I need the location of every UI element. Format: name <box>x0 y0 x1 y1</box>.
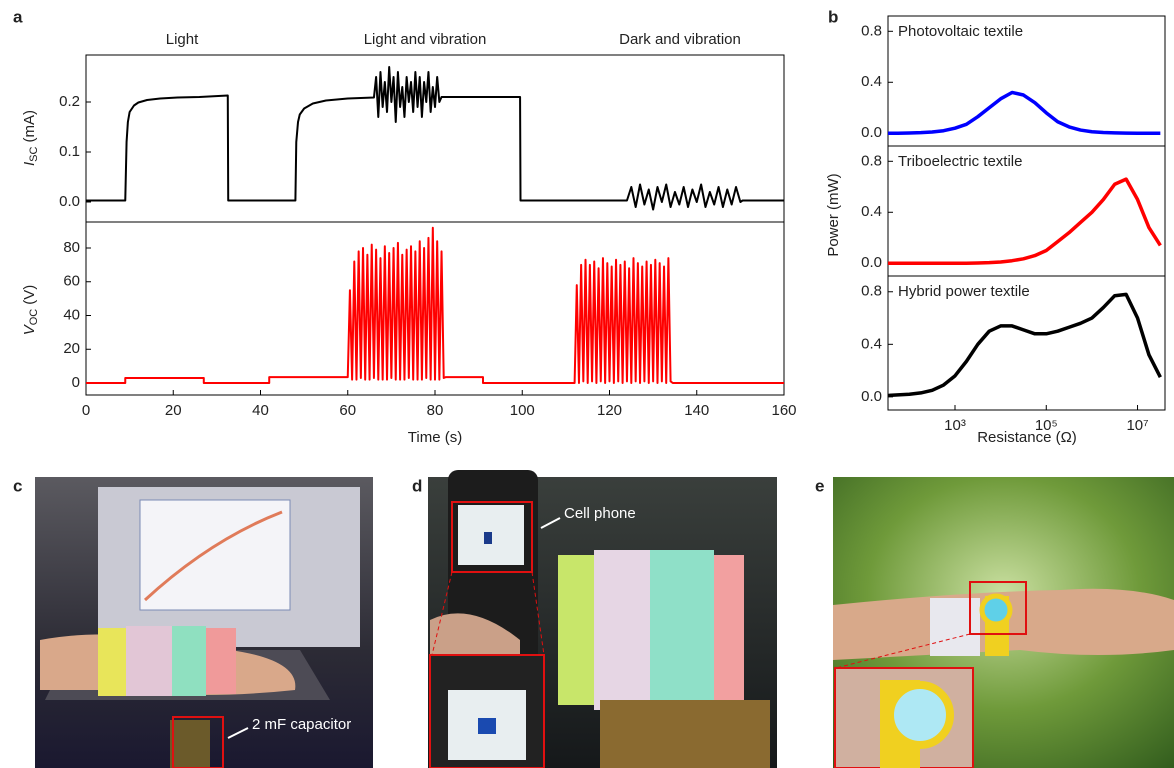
x-tick-label: 120 <box>597 402 622 419</box>
y-tick-label: 0.1 <box>59 143 80 160</box>
x-tick-label: 160 <box>771 402 796 419</box>
y-axis-label: Power (mW) <box>825 173 842 256</box>
y-tick-label: 0.4 <box>861 73 882 90</box>
photo-e <box>833 477 1174 768</box>
panel-label: a <box>13 7 23 26</box>
photo-annotation: 2 mF capacitor <box>252 716 351 733</box>
plot-title: Photovoltaic textile <box>898 23 1023 40</box>
plot-frame <box>86 55 784 222</box>
y-tick-label: 0.4 <box>861 203 882 220</box>
y-tick-label: 0.8 <box>861 152 882 169</box>
y-tick-label: 60 <box>63 273 80 290</box>
panel-label: d <box>412 476 422 495</box>
x-tick-label: 80 <box>427 402 444 419</box>
panel-label: b <box>828 7 838 26</box>
y-label-subscript: SC <box>28 146 40 161</box>
y-tick-label: 0.8 <box>861 22 882 39</box>
y-tick-label: 80 <box>63 239 80 256</box>
y-axis-label: VOC(V) <box>21 285 40 336</box>
x-tick-label: 10⁷ <box>1126 417 1148 434</box>
plot-title: Triboelectric textile <box>898 153 1022 170</box>
annotation: Light <box>166 31 199 48</box>
data-line <box>887 179 1161 263</box>
y-tick-label: 0 <box>72 374 80 391</box>
data-line <box>86 228 784 383</box>
y-label-subscript: OC <box>28 309 40 326</box>
y-label-unit: (mA) <box>21 110 38 143</box>
y-tick-label: 0.0 <box>59 193 80 210</box>
x-tick-label: 100 <box>510 402 535 419</box>
figure: a b c d e 2 mF capacitor Cell phone 0.0 0.1 0.2 Li… <box>0 0 1174 768</box>
x-tick-label: 10³ <box>944 417 966 434</box>
y-tick-label: 0.4 <box>861 335 882 352</box>
data-line <box>86 67 784 210</box>
y-tick-label: 20 <box>63 340 80 357</box>
y-tick-label: 0.0 <box>861 124 882 141</box>
annotation: Light and vibration <box>364 31 487 48</box>
panel-label: e <box>815 476 824 495</box>
y-label-unit: (V) <box>21 285 38 305</box>
data-line <box>887 92 1161 133</box>
data-line <box>887 294 1161 395</box>
x-tick-label: 140 <box>684 402 709 419</box>
plot-title: Hybrid power textile <box>898 283 1030 300</box>
y-tick-label: 0.2 <box>59 93 80 110</box>
y-axis-label: ISC(mA) <box>21 110 40 166</box>
panel-label: c <box>13 476 22 495</box>
x-axis-label: Resistance (Ω) <box>977 429 1077 446</box>
photo-annotation: Cell phone <box>564 505 636 522</box>
y-tick-label: 0.0 <box>861 254 882 271</box>
y-tick-label: 40 <box>63 306 80 323</box>
x-tick-label: 60 <box>339 402 356 419</box>
x-tick-label: 0 <box>82 402 90 419</box>
y-tick-label: 0.8 <box>861 283 882 300</box>
x-tick-label: 20 <box>165 402 182 419</box>
y-tick-label: 0.0 <box>861 388 882 405</box>
annotation: Dark and vibration <box>619 31 741 48</box>
x-axis-label: Time (s) <box>408 429 462 446</box>
x-tick-label: 40 <box>252 402 269 419</box>
